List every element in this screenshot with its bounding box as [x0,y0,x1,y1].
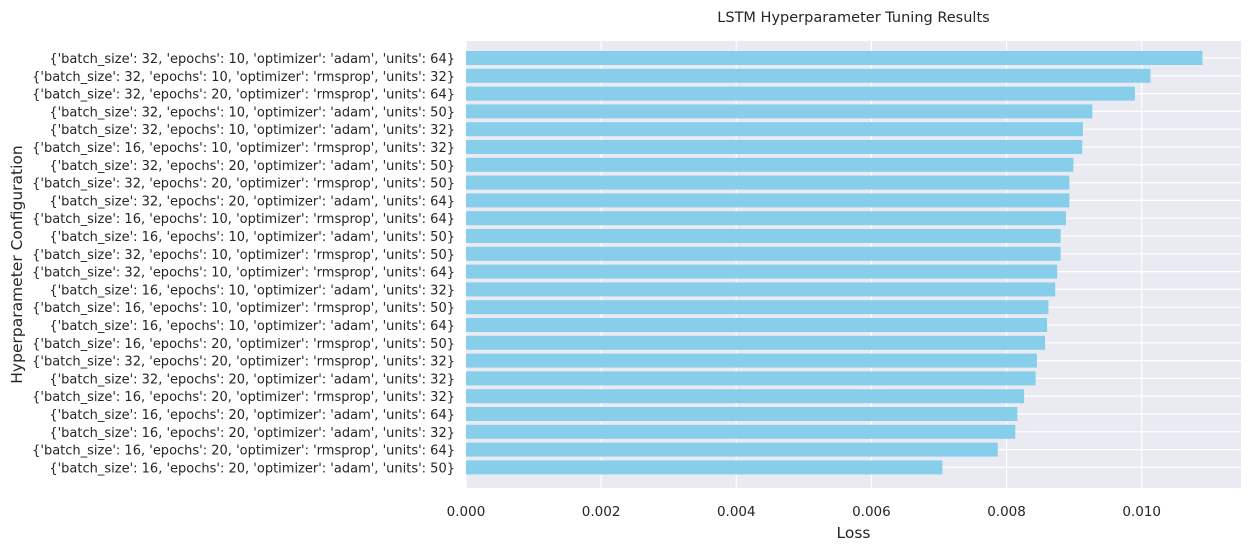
y-tick-label: {'batch_size': 32, 'epochs': 10, 'optimi… [49,105,455,120]
bar [466,407,1018,421]
y-tick-label: {'batch_size': 16, 'epochs': 20, 'optimi… [32,337,455,352]
y-tick-label: {'batch_size': 32, 'epochs': 10, 'optimi… [49,123,455,138]
y-axis-label: Hyperparameter Configuration [8,145,26,383]
bar [466,140,1083,154]
y-tick-label: {'batch_size': 16, 'epochs': 10, 'optimi… [49,230,455,245]
bars [466,51,1203,475]
bar [466,211,1066,226]
y-tick-label: {'batch_size': 32, 'epochs': 10, 'optimi… [32,266,455,281]
bar [466,353,1037,368]
bar [466,122,1083,137]
bar [466,193,1070,208]
y-tick-label: {'batch_size': 16, 'epochs': 10, 'optimi… [49,283,455,298]
bar [466,86,1135,101]
chart-title: LSTM Hyperparameter Tuning Results [717,10,989,26]
x-tick-label: 0.006 [852,504,891,520]
bar [466,424,1016,439]
y-tick-label: {'batch_size': 32, 'epochs': 20, 'optimi… [49,159,455,174]
bar [466,157,1074,172]
y-tick-label: {'batch_size': 32, 'epochs': 10, 'optimi… [49,52,455,67]
y-tick-label: {'batch_size': 16, 'epochs': 10, 'optimi… [32,212,455,227]
y-tick-label: {'batch_size': 16, 'epochs': 20, 'optimi… [32,390,455,405]
y-tick-label: {'batch_size': 16, 'epochs': 20, 'optimi… [49,426,455,441]
y-tick-label: {'batch_size': 32, 'epochs': 20, 'optimi… [32,88,455,103]
y-tick-label: {'batch_size': 16, 'epochs': 10, 'optimi… [49,319,455,334]
bar [466,68,1151,83]
bar [466,371,1036,386]
bar [466,335,1046,350]
x-tick-label: 0.004 [717,504,756,520]
y-tick-label: {'batch_size': 32, 'epochs': 20, 'optimi… [32,177,455,192]
y-tick-labels: {'batch_size': 32, 'epochs': 10, 'optimi… [32,52,455,476]
bar [466,389,1025,404]
bar [466,282,1056,297]
bar [466,442,998,457]
bar [466,175,1070,190]
bar [466,318,1048,332]
x-tick-label: 0.008 [987,504,1026,520]
bar [466,264,1058,279]
x-tick-label: 0.002 [582,504,621,520]
bar [466,229,1061,243]
bar [466,300,1049,315]
x-tick-label: 0.000 [447,504,486,520]
y-tick-label: {'batch_size': 32, 'epochs': 20, 'optimi… [49,372,455,387]
y-tick-label: {'batch_size': 16, 'epochs': 10, 'optimi… [32,301,455,316]
bar [466,104,1093,119]
y-tick-label: {'batch_size': 16, 'epochs': 10, 'optimi… [32,141,455,156]
y-tick-label: {'batch_size': 32, 'epochs': 20, 'optimi… [49,194,455,209]
bar [466,460,943,475]
y-tick-label: {'batch_size': 16, 'epochs': 20, 'optimi… [49,408,455,423]
bar [466,51,1203,65]
y-tick-label: {'batch_size': 32, 'epochs': 10, 'optimi… [32,70,455,85]
x-axis-label: Loss [837,524,871,542]
y-tick-label: {'batch_size': 32, 'epochs': 20, 'optimi… [32,355,455,370]
bar [466,246,1061,261]
y-tick-label: {'batch_size': 16, 'epochs': 20, 'optimi… [49,461,455,476]
y-tick-label: {'batch_size': 16, 'epochs': 20, 'optimi… [32,444,455,459]
x-tick-label: 0.010 [1122,504,1161,520]
x-tick-labels: 0.000 0.002 0.004 0.006 0.008 0.010 [447,504,1161,520]
y-tick-label: {'batch_size': 32, 'epochs': 10, 'optimi… [32,248,455,263]
